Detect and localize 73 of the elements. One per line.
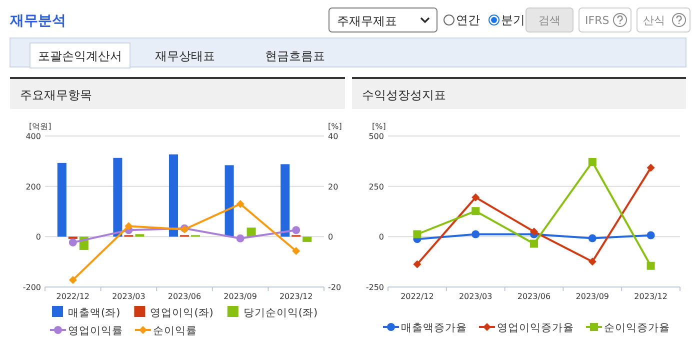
chart-title: 수익성장성지표 xyxy=(362,88,446,102)
point xyxy=(124,222,133,230)
y2-tick-label: -20 xyxy=(328,283,342,292)
x-tick-label: 2023/03 xyxy=(112,292,146,301)
point xyxy=(472,207,480,216)
point xyxy=(292,226,300,234)
y-tick-label: -250 xyxy=(366,283,384,292)
y-tick-label: 0 xyxy=(36,232,41,242)
x-tick-label: 2023/12 xyxy=(279,292,313,301)
x-tick-label: 2023/03 xyxy=(458,292,492,301)
x-tick-label: 2023/09 xyxy=(576,292,610,301)
text: 검색 xyxy=(538,14,560,27)
point xyxy=(236,234,244,242)
point xyxy=(646,164,655,172)
point xyxy=(68,276,77,284)
bar xyxy=(302,236,312,242)
y2-tick-label: 0 xyxy=(328,232,334,242)
x-tick-label: 2023/12 xyxy=(634,292,668,301)
point xyxy=(646,231,655,240)
point xyxy=(588,158,596,166)
y-tick-label: 200 xyxy=(26,182,41,192)
text: 현금흐름표 xyxy=(265,49,325,63)
text: 재무상태표 xyxy=(155,49,215,63)
text: 주재무제표 xyxy=(337,14,397,28)
point xyxy=(530,228,538,236)
legend-label: 매출액증가율 xyxy=(401,322,467,334)
x-tick-label: 2022/12 xyxy=(56,292,90,301)
point xyxy=(472,230,480,238)
text: 연간 xyxy=(456,13,480,27)
point xyxy=(292,247,300,256)
x-tick-label: 2022/12 xyxy=(400,292,434,301)
bar xyxy=(113,158,122,237)
x-tick-label: 2023/06 xyxy=(517,292,551,301)
legend-label: 순이익률 xyxy=(153,325,197,337)
point xyxy=(588,234,596,242)
y-tick-label: 0 xyxy=(378,232,384,242)
bar xyxy=(280,164,290,237)
y2-tick-label: 40 xyxy=(328,132,338,141)
point xyxy=(68,238,77,246)
y-tick-label: 500 xyxy=(368,132,384,141)
text: 재무분석 xyxy=(9,13,66,29)
bar xyxy=(224,165,234,237)
y-axis-title: [%] xyxy=(372,122,386,131)
point xyxy=(530,240,538,248)
bar xyxy=(135,234,144,237)
legend-label: 당기순이익(좌) xyxy=(243,307,318,319)
y-axis-title: [억원] xyxy=(29,122,52,131)
text: IFRS xyxy=(585,14,610,27)
point xyxy=(588,258,596,266)
point xyxy=(646,262,655,270)
legend-label: 매출액(좌) xyxy=(68,307,120,319)
text: 산식 xyxy=(643,14,665,27)
y-tick-label: 250 xyxy=(368,182,384,192)
legend-label: 영업이익(좌) xyxy=(150,307,214,319)
bar xyxy=(246,228,256,237)
point xyxy=(413,260,422,268)
point xyxy=(472,193,480,202)
point xyxy=(413,230,422,238)
x-tick-label: 2023/06 xyxy=(168,292,202,301)
text: 분기 xyxy=(501,13,525,27)
text: 포괄손익계산서 xyxy=(38,49,122,63)
x-tick-label: 2023/09 xyxy=(224,292,257,301)
legend-label: 순이익증가율 xyxy=(604,322,670,334)
y2-axis-title: [%] xyxy=(328,122,342,131)
legend-label: 영업이익증가율 xyxy=(497,322,574,334)
point xyxy=(236,200,244,208)
bar xyxy=(57,162,66,237)
bar xyxy=(169,154,178,237)
y2-tick-label: 20 xyxy=(328,182,338,192)
chart-title: 주요재무항목 xyxy=(20,88,92,102)
y-tick-label: 400 xyxy=(26,132,41,141)
legend-label: 영업이익률 xyxy=(68,325,123,337)
y-tick-label: -200 xyxy=(22,283,41,292)
